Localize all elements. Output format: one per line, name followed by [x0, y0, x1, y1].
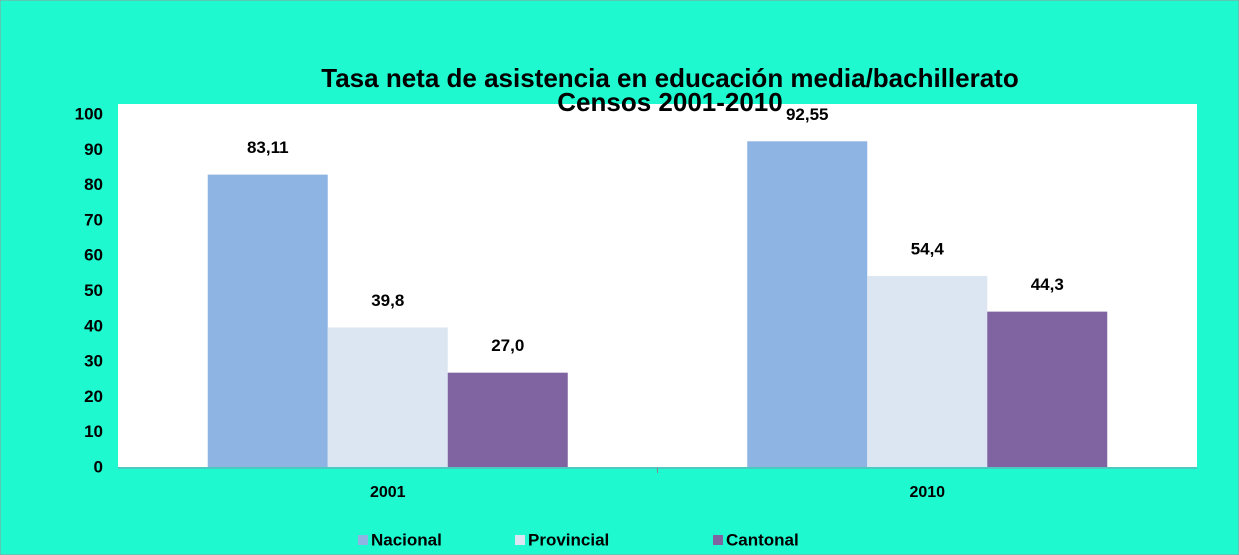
bar — [747, 141, 868, 468]
bar — [867, 275, 988, 468]
x-tick-label: 2001 — [370, 484, 406, 501]
bar — [327, 327, 448, 468]
legend-swatch — [713, 535, 723, 545]
bar — [447, 372, 568, 468]
bar — [207, 174, 328, 468]
x-tick-label: 2010 — [909, 484, 945, 501]
data-label: 44,3 — [1031, 275, 1064, 294]
bar — [987, 311, 1108, 468]
data-label: 54,4 — [911, 239, 945, 258]
y-tick-label: 90 — [84, 140, 103, 159]
y-tick-label: 80 — [84, 175, 103, 194]
legend-swatch — [515, 535, 525, 545]
legend-swatch — [358, 535, 368, 545]
y-tick-label: 0 — [94, 457, 103, 476]
y-tick-label: 10 — [84, 422, 103, 441]
data-label: 83,11 — [247, 138, 289, 157]
y-tick-label: 70 — [84, 210, 103, 229]
y-tick-label: 60 — [84, 246, 103, 265]
legend-label: Provincial — [528, 530, 609, 549]
y-tick-label: 40 — [84, 316, 103, 335]
data-label: 27,0 — [491, 336, 524, 355]
y-tick-label: 20 — [84, 387, 103, 406]
chart-subtitle: Censos 2001-2010 — [557, 87, 782, 117]
y-tick-label: 100 — [75, 104, 103, 123]
y-tick-label: 50 — [84, 281, 103, 300]
y-tick-label: 30 — [84, 352, 103, 371]
chart-title: Tasa neta de asistencia en educación med… — [321, 63, 1018, 93]
legend-label: Nacional — [371, 530, 442, 549]
data-label: 92,55 — [786, 105, 829, 124]
data-label: 39,8 — [371, 291, 404, 310]
legend-label: Cantonal — [726, 530, 799, 549]
